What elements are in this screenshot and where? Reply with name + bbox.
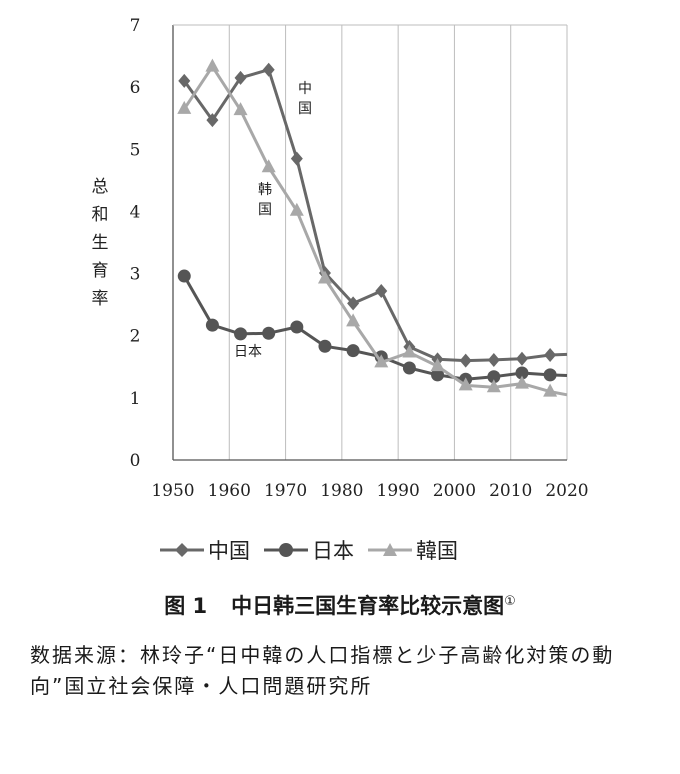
legend-item-japan: 日本 [264,535,354,565]
x-tick-label-1950: 1950 [151,481,194,501]
series-2-point [205,58,220,72]
x-tick-label-1980: 1980 [320,481,363,501]
x-tick-label-1970: 1970 [264,481,307,501]
y-tick-label-4: 4 [130,202,141,222]
series-2-point [430,358,445,372]
data-source-note: 数据来源：林玲子“日中韓の人口指標と少子高齢化対策の動向”国立社会保障・人口問題… [30,643,615,698]
y-tick-label-6: 6 [130,78,141,98]
x-tick-label-1990: 1990 [377,481,420,501]
series-1-point [234,327,248,341]
series-0-point [206,113,219,128]
series-1-point [515,366,529,380]
series-2-point [261,159,276,173]
series-2-point [543,383,558,397]
y-tick-label-7: 7 [130,16,141,36]
legend-item-korea: 韓国 [368,535,458,565]
series-2-point [486,379,501,393]
series-0-point [515,351,528,366]
series-0-point [178,73,191,88]
y-tick-label-2: 2 [130,327,141,347]
y-tick-label-1: 1 [130,389,141,409]
y-axis-label-char: 率 [92,289,109,309]
series-0-point [544,347,557,362]
series-0-point [262,62,275,77]
figure-title: 中日韩三国生育率比较示意图 [231,594,505,618]
legend-swatch-china [160,543,204,557]
series-1-point [177,269,191,283]
legend-item-china: 中国 [160,535,250,565]
y-axis-label-char: 育 [92,261,109,281]
series-2-point [289,202,304,216]
series-0-point [347,296,360,311]
y-tick-label-3: 3 [130,265,141,285]
series-0-point [290,151,303,166]
y-tick-label-0: 0 [130,451,141,471]
series-2-point [402,344,417,358]
y-axis-label-char: 和 [92,205,109,225]
series-0-point [487,352,500,367]
annotation-china: 国 [298,101,312,117]
series-0-point [375,283,388,298]
series-0-point [234,70,247,85]
series-1-point [431,368,445,382]
legend-label-china: 中国 [208,539,250,563]
y-tick-label-5: 5 [130,140,141,160]
series-1-point [543,368,557,382]
y-axis-label-char: 生 [92,233,109,253]
series-1-point [205,318,219,332]
x-tick-label-2020: 2020 [545,481,588,501]
figure-number: 图 1 [164,594,208,618]
series-1-point [318,339,332,353]
annotation-china: 中 [298,81,312,97]
legend-label-japan: 日本 [312,539,354,563]
legend: 中国 日本 韓国 [160,532,540,568]
legend-label-korea: 韓国 [416,539,458,563]
annotation-japan: 日本 [234,344,262,360]
series-2-point [458,377,473,391]
series-1-point [487,370,501,384]
series-2-point [346,313,361,327]
series-2-point [317,270,332,284]
series-2-point [233,102,248,116]
x-tick-label-1960: 1960 [208,481,251,501]
series-1-point [346,344,360,358]
series-2-point [374,354,389,368]
y-axis-label-char: 总 [92,177,109,197]
x-tick-label-2000: 2000 [433,481,476,501]
legend-swatch-korea [368,543,412,556]
chart: 0 1 2 3 4 5 6 7 1950 1960 1970 1980 1990 2000 2010 2020… [92,16,589,501]
series-2-point [514,375,529,389]
series-1-point [290,320,304,334]
series-1-point [402,361,416,375]
figure-caption: 图 1 中日韩三国生育率比较示意图① [0,590,680,620]
footnote-marker: ① [504,594,516,609]
legend-swatch-japan [264,543,308,557]
annotation-korea: 国 [258,202,272,218]
series-2-point [177,100,192,114]
x-tick-label-2010: 2010 [489,481,532,501]
annotation-korea: 韩 [258,182,272,198]
series-0-point [459,353,472,368]
series-1-point [262,326,276,340]
